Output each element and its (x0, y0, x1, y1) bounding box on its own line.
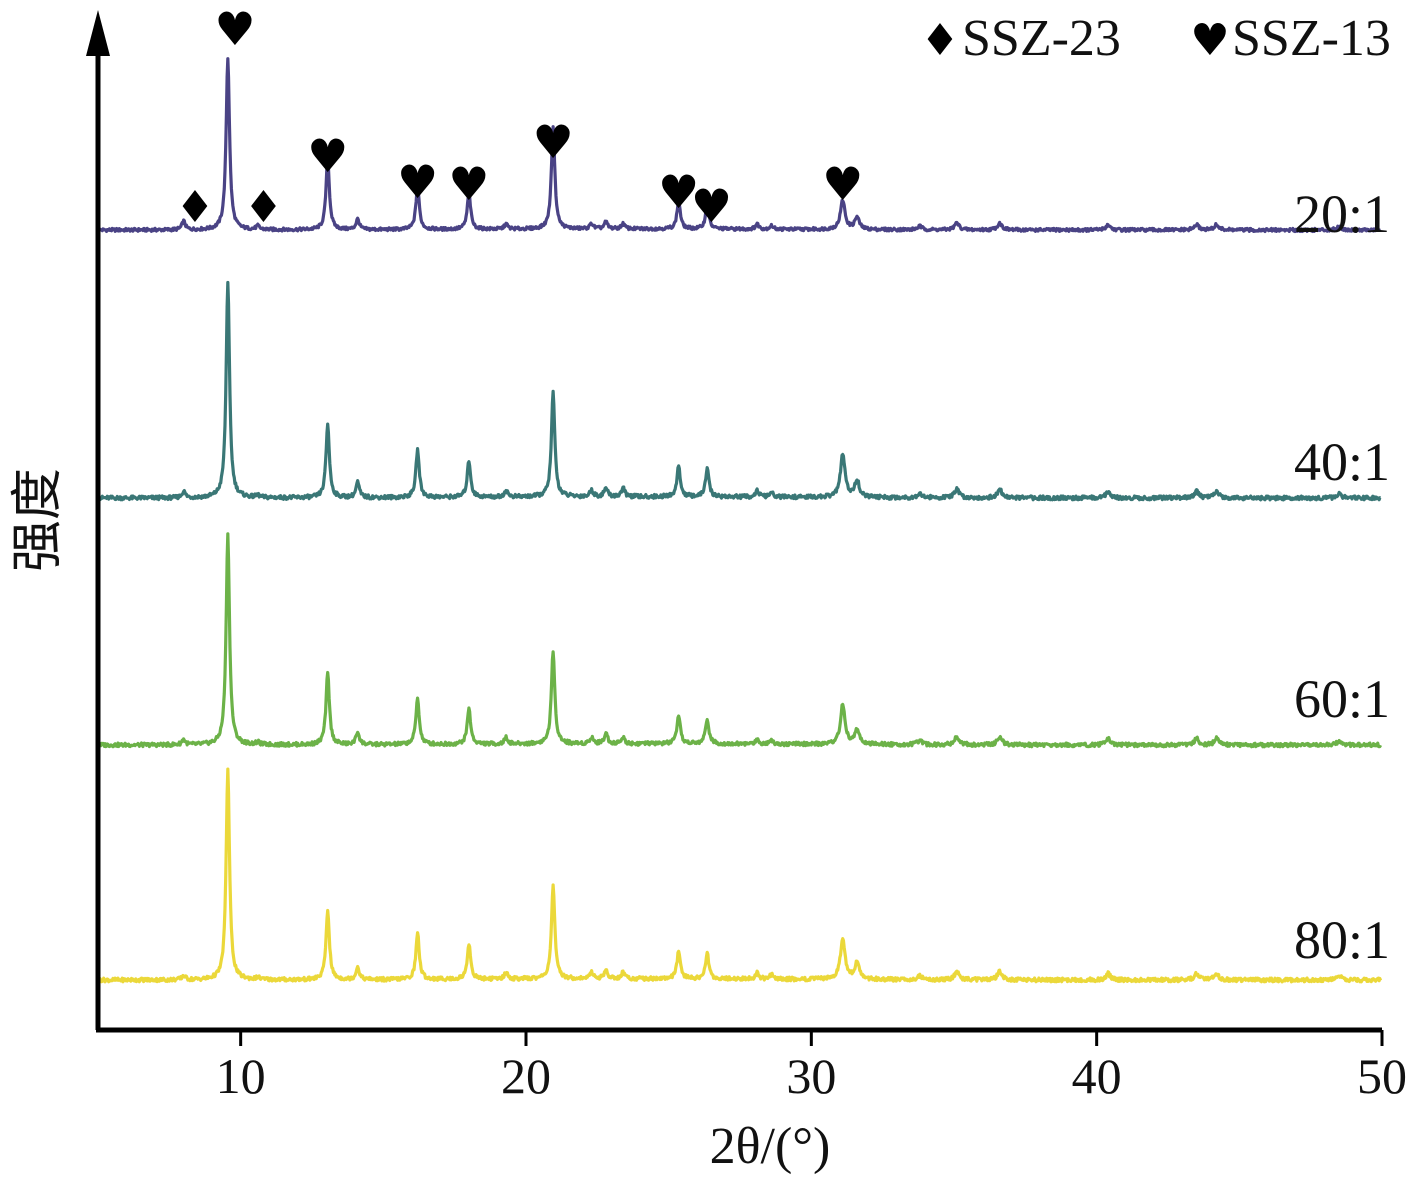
peak-annotations: ♦♥♦♥ ♥ ♥♥♥♥ ♥ (175, 2, 863, 233)
series-label-20-1: 20:1 (1294, 184, 1390, 244)
heart-marker-4: ♥ (397, 155, 438, 209)
legend-symbol-SSZ-23: ♦ (920, 15, 959, 66)
heart-marker-7: ♥ (658, 165, 699, 219)
x-tick-label-20: 20 (501, 1048, 551, 1104)
series-label-60-1: 60:1 (1294, 669, 1390, 729)
plot-area: 20:140:160:180:1 ♦♥♦♥ ♥ ♥♥♥♥ ♥ (97, 2, 1390, 984)
diamond-marker-0: ♦ (175, 182, 214, 233)
legend-symbol-SSZ-13: ♥ (1190, 15, 1229, 66)
series-labels: 20:1 40:1 60:1 80:1 (1294, 184, 1390, 970)
heart-marker-3: ♥ (307, 129, 348, 183)
legend-label-SSZ-23: SSZ-23 (962, 10, 1121, 67)
x-tick-label-30: 30 (786, 1048, 836, 1104)
heart-marker-1: ♥ (214, 2, 255, 56)
y-axis-title: 强度 (10, 468, 67, 572)
series-line-60-1 (98, 532, 1383, 749)
series-label-40-1: 40:1 (1294, 432, 1390, 492)
heart-marker-9: ♥ (822, 157, 863, 211)
x-axis-title: 2θ/(°) (710, 1118, 831, 1175)
heart-marker-5: ♥ (448, 157, 489, 211)
x-tick-label-10: 10 (216, 1048, 266, 1104)
y-axis-arrow (86, 10, 110, 56)
x-tick-label-40: 40 (1072, 1048, 1122, 1104)
series-label-80-1: 80:1 (1294, 910, 1390, 970)
legend-label-SSZ-13: SSZ-13 (1232, 10, 1391, 67)
series-line-40-1 (98, 280, 1382, 502)
diamond-marker-2: ♦ (244, 182, 283, 233)
x-tick-label-50: 50 (1357, 1048, 1407, 1104)
legend: ♦ SSZ-23 ♥ SSZ-13 (920, 10, 1391, 67)
series-lines (97, 57, 1383, 984)
heart-marker-6: ♥ (532, 115, 573, 169)
heart-marker-8: ♥ (691, 179, 732, 233)
series-line-80-1 (97, 767, 1383, 984)
x-axis-ticks: 10 20 30 40 50 (216, 1030, 1407, 1104)
series-line-20-1 (97, 57, 1382, 234)
